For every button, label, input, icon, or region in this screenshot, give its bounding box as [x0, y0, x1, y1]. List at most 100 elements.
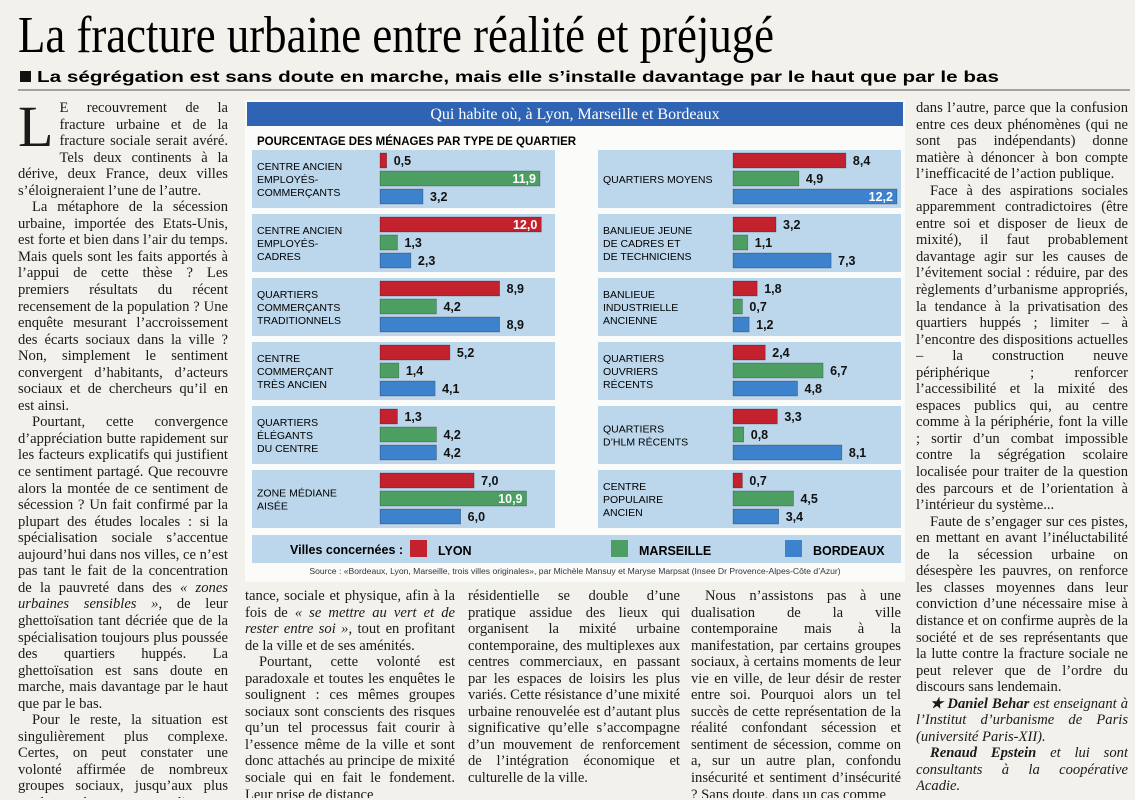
value-label: 4,5	[800, 492, 817, 506]
signature: ★ Daniel Behar est enseignant à l’Instit…	[916, 696, 1128, 746]
author-note: est enseignant à l’Institut d’urbanisme …	[916, 695, 1128, 745]
bar	[732, 408, 778, 425]
column: Nous n’assistons pas à une dualisation d…	[691, 588, 901, 798]
bar	[379, 152, 388, 169]
value-label: 8,9	[507, 282, 524, 296]
text-run: , de leur ghettoïsation tant décriée que…	[18, 596, 228, 712]
value-label: 12,0	[513, 218, 537, 232]
chart-subtitle: POURCENTAGE DES MÉNAGES PAR TYPE DE QUAR…	[257, 135, 577, 148]
text-run: Face à des aspirations sociales apparemm…	[916, 182, 1128, 514]
value-label: 1,3	[404, 236, 421, 250]
category-label: QUARTIERS COMMERÇANTS TRADITIONNELS	[257, 289, 341, 327]
value-label: 7,3	[838, 254, 855, 268]
bar	[379, 280, 500, 297]
bar	[732, 444, 843, 461]
value-label: 2,3	[418, 254, 435, 268]
value-label: 0,7	[749, 474, 766, 488]
legend-swatch	[611, 540, 628, 557]
bar	[732, 344, 766, 361]
value-label: 1,2	[756, 318, 773, 332]
category-label: QUARTIERS MOYENS	[603, 174, 713, 186]
chart: Qui habite où, à Lyon, Marseille et Bord…	[245, 100, 905, 582]
bar	[732, 216, 777, 233]
legend-label: BORDEAUX	[813, 544, 885, 558]
value-label: 7,0	[481, 474, 498, 488]
category-label: BANLIEUE INDUSTRIELLE ANCIENNE	[603, 289, 678, 327]
bar	[379, 490, 527, 507]
bar	[379, 170, 541, 187]
value-label: 3,2	[430, 190, 447, 204]
value-label: 3,3	[784, 410, 801, 424]
legend-title: Villes concernées :	[290, 543, 403, 557]
legend-swatch	[785, 540, 802, 557]
text-run: , tout en profitant de la ville et de se…	[245, 621, 455, 654]
value-label: 8,4	[853, 154, 870, 168]
category-label: BANLIEUE JEUNE DE CADRES ET DE TECHNICIENS	[603, 225, 692, 263]
bar	[732, 362, 824, 379]
category-label: ZONE MÉDIANE AISÉE	[257, 487, 337, 513]
bar	[732, 316, 750, 333]
author-name: ★ Daniel Behar	[930, 695, 1030, 712]
value-label: 6,0	[468, 510, 485, 524]
value-label: 0,8	[751, 428, 768, 442]
bar	[732, 234, 749, 251]
text-run: résidentielle se double d’une pratique a…	[468, 588, 680, 787]
category-label: QUARTIERS ÉLÉGANTS DU CENTRE	[257, 417, 318, 455]
value-label: 4,1	[442, 382, 459, 396]
value-label: 3,2	[783, 218, 800, 232]
value-label: 8,9	[507, 318, 524, 332]
value-label: 1,3	[404, 410, 421, 424]
value-label: 10,9	[498, 492, 522, 506]
paragraph: Faute de s’engager sur ces pistes, en me…	[916, 514, 1128, 696]
value-label: 1,8	[764, 282, 781, 296]
bar	[732, 152, 847, 169]
column: tance, sociale et physique, afin à la fo…	[245, 588, 455, 798]
paragraph: tance, sociale et physique, afin à la fo…	[245, 588, 455, 654]
bar	[379, 344, 451, 361]
bar	[732, 508, 780, 525]
text-run: Pour le reste, la situation est singuliè…	[18, 712, 228, 798]
value-label: 2,4	[772, 346, 789, 360]
headline: La fracture urbaine entre réalité et pré…	[18, 7, 774, 64]
legend-label: LYON	[438, 544, 472, 558]
bar	[732, 380, 798, 397]
value-label: 4,2	[443, 446, 460, 460]
value-label: 3,4	[786, 510, 803, 524]
paragraph: résidentielle se double d’une pratique a…	[468, 588, 680, 787]
value-label: 0,7	[749, 300, 766, 314]
paragraph: Pourtant, cette convergence d’appréciati…	[18, 414, 228, 712]
bar	[732, 252, 832, 269]
bar	[379, 472, 475, 489]
text-run: « se mettre au vert et de rester entre s…	[245, 604, 455, 638]
column: dans l’autre, parce que la confusion ent…	[916, 100, 1128, 798]
bar	[379, 426, 437, 443]
subheadline: La ségrégation est sans doute en marche,…	[37, 69, 999, 86]
bar	[732, 280, 758, 297]
value-label: 8,1	[849, 446, 866, 460]
value-label: 4,8	[805, 382, 822, 396]
value-label: 4,2	[443, 300, 460, 314]
paragraph: Pourtant, cette volonté est paradoxale e…	[245, 654, 455, 798]
bar	[379, 234, 398, 251]
category-label: CENTRE COMMERÇANT TRÈS ANCIEN	[257, 353, 334, 391]
legend-label: MARSEILLE	[639, 544, 711, 558]
paragraph: La métaphore de la sécession urbaine, im…	[18, 199, 228, 414]
category-label: CENTRE ANCIEN EMPLOYÉS-CADRES	[257, 225, 342, 263]
bar	[379, 298, 437, 315]
bar	[379, 508, 461, 525]
bar	[379, 408, 398, 425]
source: Source : «Bordeaux, Lyon, Marseille, tro…	[309, 566, 840, 576]
legend-swatch	[410, 540, 427, 557]
text-run: La métaphore de la sécession urbaine, im…	[18, 199, 228, 414]
bar	[732, 188, 898, 205]
value-label: 1,4	[406, 364, 423, 378]
column: résidentielle se double d’une pratique a…	[468, 588, 680, 798]
author-note: et lui sont consultants à la coopérative…	[916, 745, 1128, 795]
value-label: 5,2	[457, 346, 474, 360]
author-name: Renaud Epstein	[930, 745, 1037, 762]
bar	[379, 188, 424, 205]
text-run: Nous n’assistons pas à une dualisation d…	[691, 588, 901, 798]
